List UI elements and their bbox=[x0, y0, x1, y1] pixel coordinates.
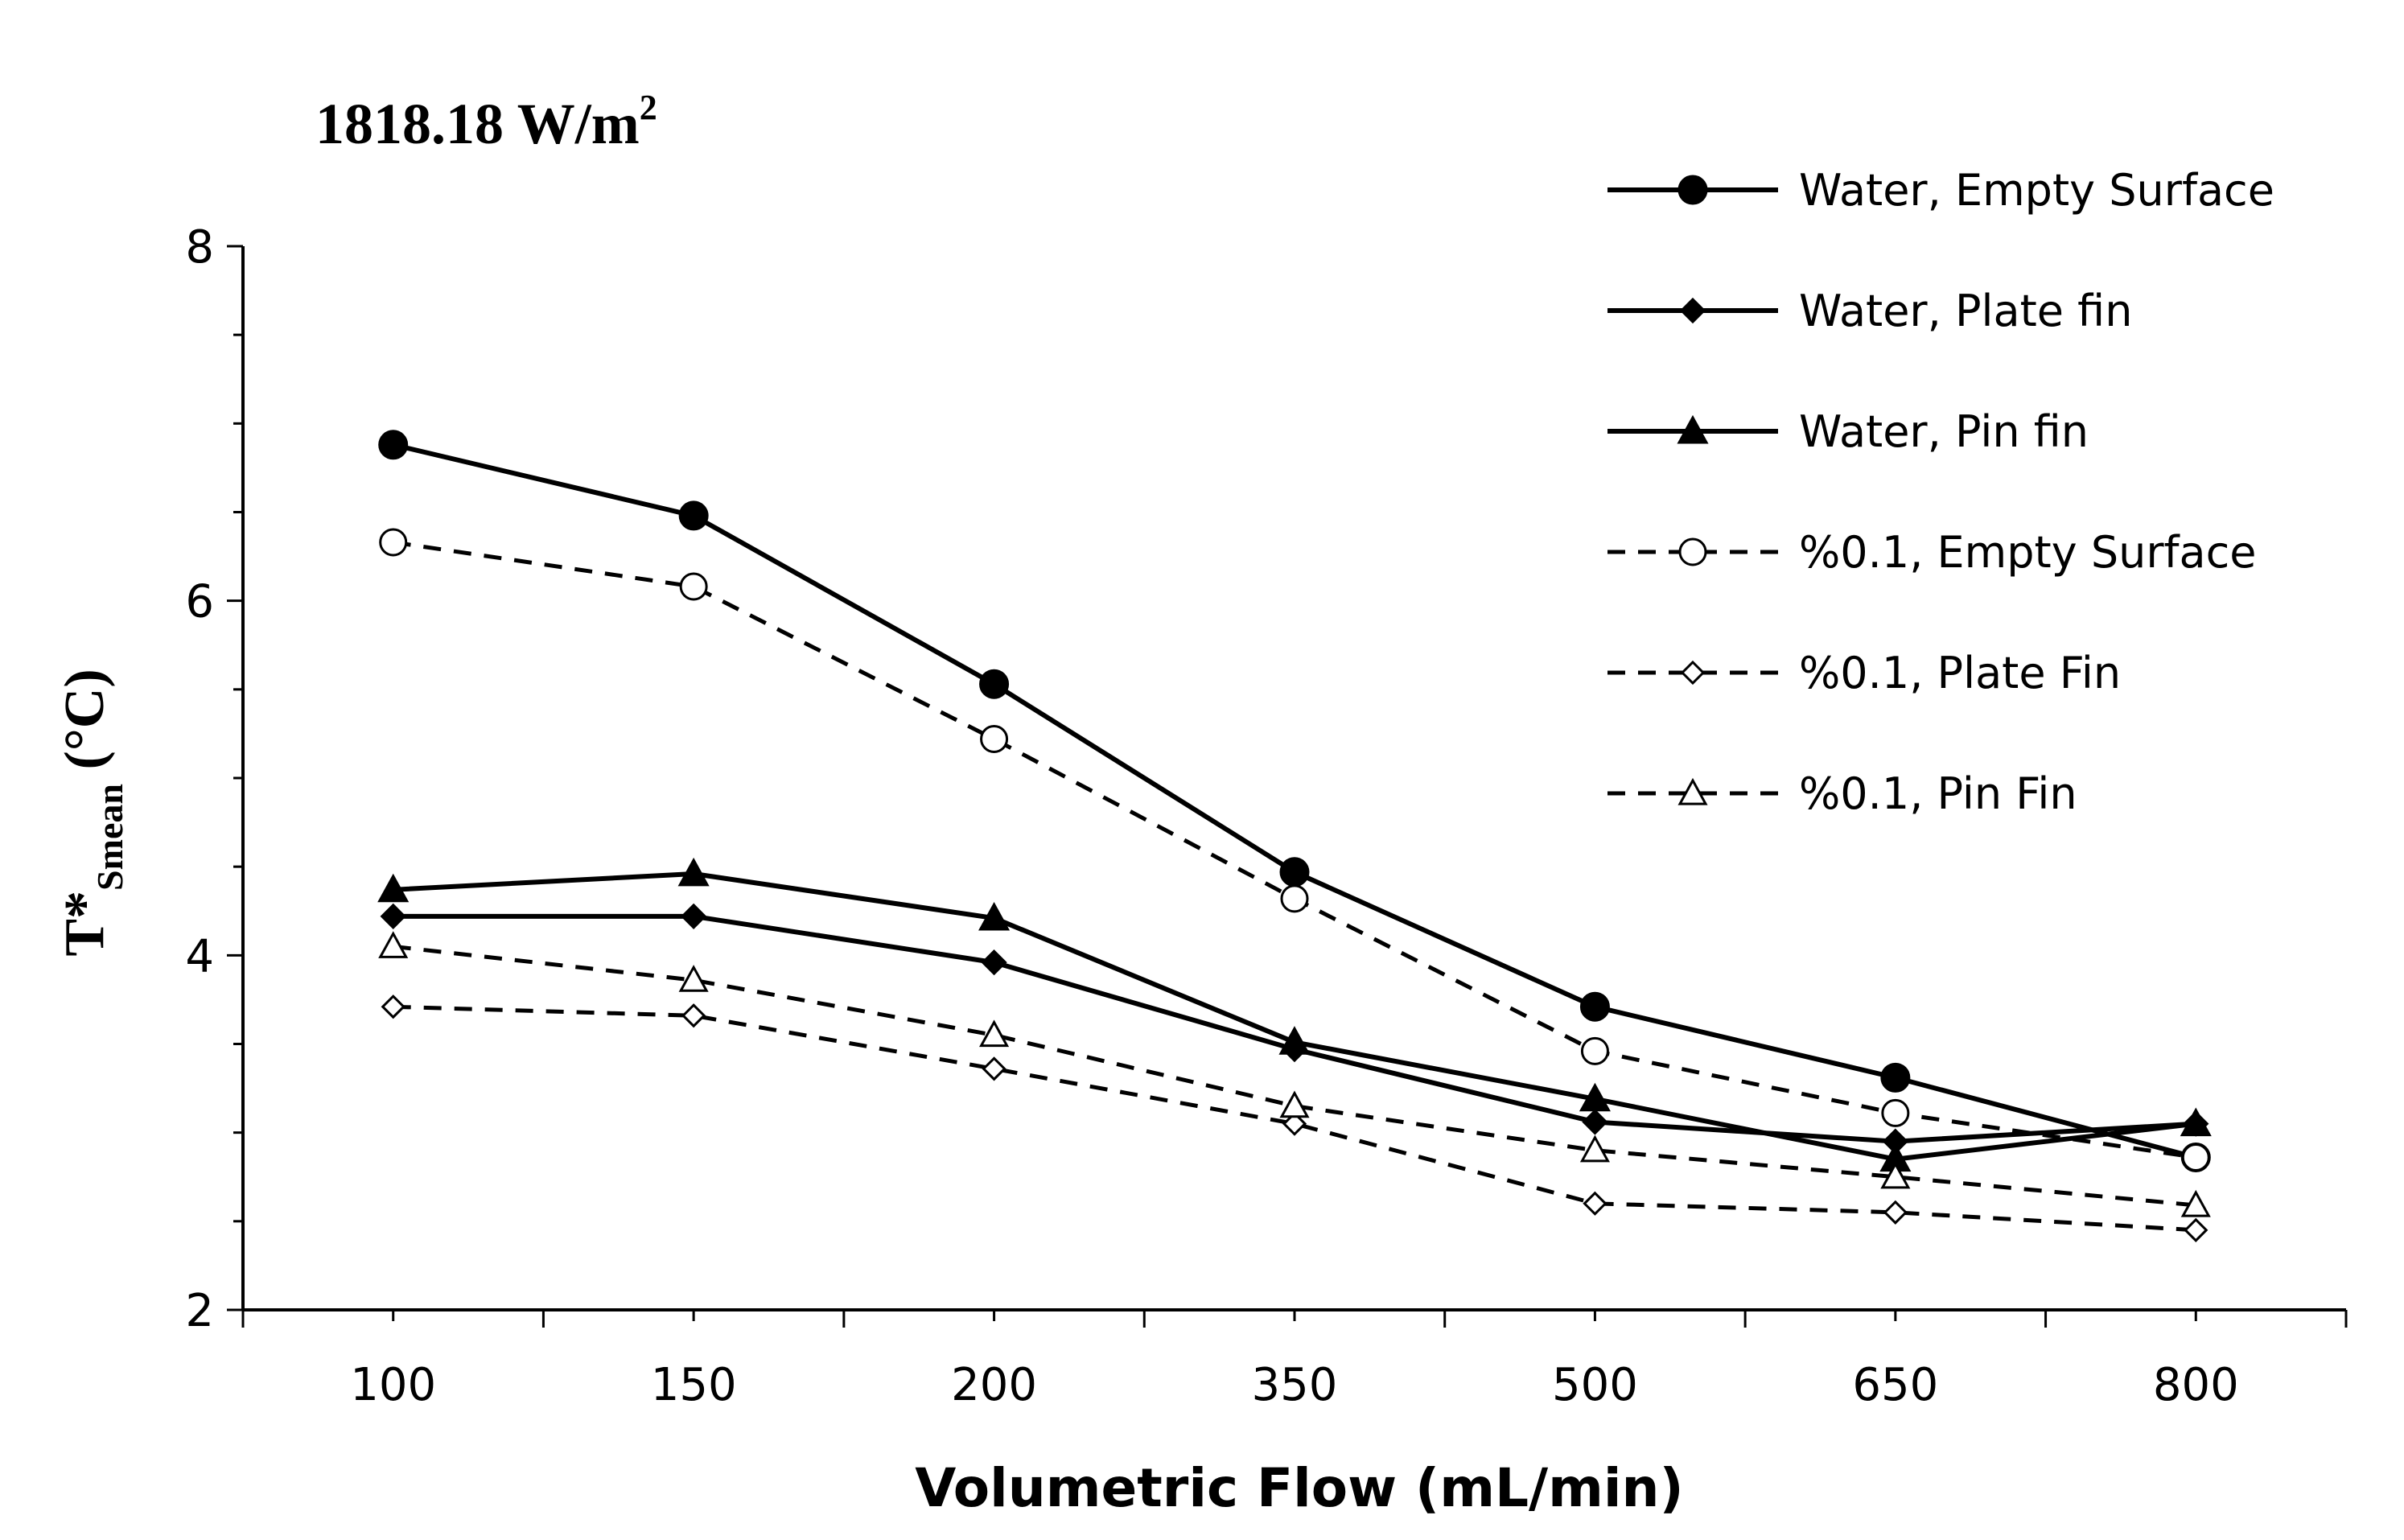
x-tick-label: 200 bbox=[951, 1359, 1037, 1411]
series-pct0-1-plate-fin bbox=[381, 994, 2208, 1242]
series-water-pin-fin bbox=[377, 857, 2212, 1172]
legend-item: Water, Plate fin bbox=[1607, 286, 2132, 336]
x-tick-label: 150 bbox=[651, 1359, 737, 1411]
legend-label: %0.1, Pin Fin bbox=[1799, 768, 2077, 819]
legend-item: %0.1, Empty Surface bbox=[1607, 527, 2257, 578]
legend-marker bbox=[1677, 777, 1708, 805]
y-tick-label: 8 bbox=[185, 221, 214, 274]
y-axis-label-main: T* bbox=[54, 891, 116, 957]
data-point bbox=[981, 949, 1007, 976]
data-point bbox=[980, 725, 1009, 754]
data-point bbox=[379, 528, 408, 557]
data-point bbox=[982, 1056, 1006, 1081]
chart-title-superscript: 2 bbox=[640, 88, 657, 127]
data-point bbox=[378, 430, 409, 460]
y-tick-label: 2 bbox=[185, 1285, 214, 1337]
data-point bbox=[1282, 1111, 1307, 1136]
data-point bbox=[979, 1019, 1010, 1048]
legend-label: Water, Pin fin bbox=[1799, 406, 2089, 457]
chart-title: 1818.18 W/m2 bbox=[315, 88, 657, 156]
data-point bbox=[1579, 1134, 1610, 1163]
y-axis-label-subscript: Smean bbox=[89, 784, 130, 891]
series-pct0-1-empty-surface bbox=[379, 528, 2210, 1172]
data-point bbox=[2180, 1189, 2211, 1217]
legend-marker bbox=[1678, 537, 1707, 566]
legend-marker bbox=[1680, 660, 1706, 686]
y-axis-label: T*Smean (°C) bbox=[54, 669, 130, 956]
x-tick-label: 800 bbox=[2153, 1359, 2239, 1411]
x-axis-label: Volumetric Flow (mL/min) bbox=[915, 1457, 1683, 1519]
legend-item: Water, Empty Surface bbox=[1607, 165, 2274, 216]
data-point bbox=[1280, 884, 1309, 913]
data-point bbox=[1579, 1082, 1611, 1112]
data-point bbox=[2184, 1217, 2208, 1242]
legend-item: Water, Pin fin bbox=[1607, 406, 2089, 457]
x-tick-label: 650 bbox=[1852, 1359, 1938, 1411]
legend-marker bbox=[1679, 297, 1706, 324]
data-point bbox=[679, 572, 708, 601]
data-point bbox=[1279, 1090, 1310, 1118]
chart-title-main: 1818.18 W/m bbox=[315, 92, 640, 156]
data-point bbox=[377, 873, 410, 903]
data-point bbox=[678, 500, 709, 531]
data-point bbox=[378, 931, 409, 958]
data-point bbox=[1583, 1191, 1607, 1216]
x-tick-label: 350 bbox=[1252, 1359, 1338, 1411]
legend-marker bbox=[1677, 414, 1709, 444]
legend-item: %0.1, Pin Fin bbox=[1607, 768, 2077, 819]
data-point bbox=[380, 903, 406, 929]
data-point bbox=[1883, 1200, 1908, 1225]
data-point bbox=[1279, 857, 1310, 887]
data-point bbox=[1582, 1109, 1608, 1135]
legend-label: Water, Plate fin bbox=[1799, 286, 2132, 336]
legend-label: %0.1, Empty Surface bbox=[1799, 527, 2257, 578]
data-point bbox=[677, 857, 710, 887]
data-point bbox=[2181, 1143, 2210, 1172]
legend-label: Water, Empty Surface bbox=[1799, 165, 2274, 216]
legend-marker bbox=[1677, 175, 1708, 205]
y-tick-label: 6 bbox=[185, 576, 214, 628]
axes: 2 4 6 8 100 150 200 350 500 650 800 bbox=[185, 221, 2348, 1411]
series-pct0-1-pin-fin bbox=[378, 931, 2211, 1217]
data-point bbox=[1880, 1062, 1911, 1093]
y-tick-label: 4 bbox=[185, 930, 214, 982]
legend-item: %0.1, Plate Fin bbox=[1607, 648, 2121, 698]
y-axis-label-unit: (°C) bbox=[54, 669, 116, 784]
data-point bbox=[678, 965, 709, 992]
legend-label: %0.1, Plate Fin bbox=[1799, 648, 2121, 698]
data-point bbox=[681, 903, 707, 929]
data-point bbox=[979, 669, 1010, 699]
data-point bbox=[1880, 1161, 1911, 1189]
legend: Water, Empty Surface Water, Plate fin Wate… bbox=[1607, 165, 2274, 819]
data-point bbox=[681, 1003, 706, 1028]
data-point bbox=[1580, 1036, 1609, 1065]
data-point bbox=[978, 901, 1011, 931]
data-point bbox=[1278, 1026, 1311, 1055]
data-point bbox=[381, 994, 405, 1019]
data-point bbox=[1881, 1098, 1910, 1127]
series-layer bbox=[377, 430, 2212, 1242]
data-point bbox=[2180, 1107, 2212, 1137]
data-point bbox=[1579, 991, 1610, 1022]
x-tick-label: 500 bbox=[1552, 1359, 1638, 1411]
x-tick-label: 100 bbox=[350, 1359, 436, 1411]
